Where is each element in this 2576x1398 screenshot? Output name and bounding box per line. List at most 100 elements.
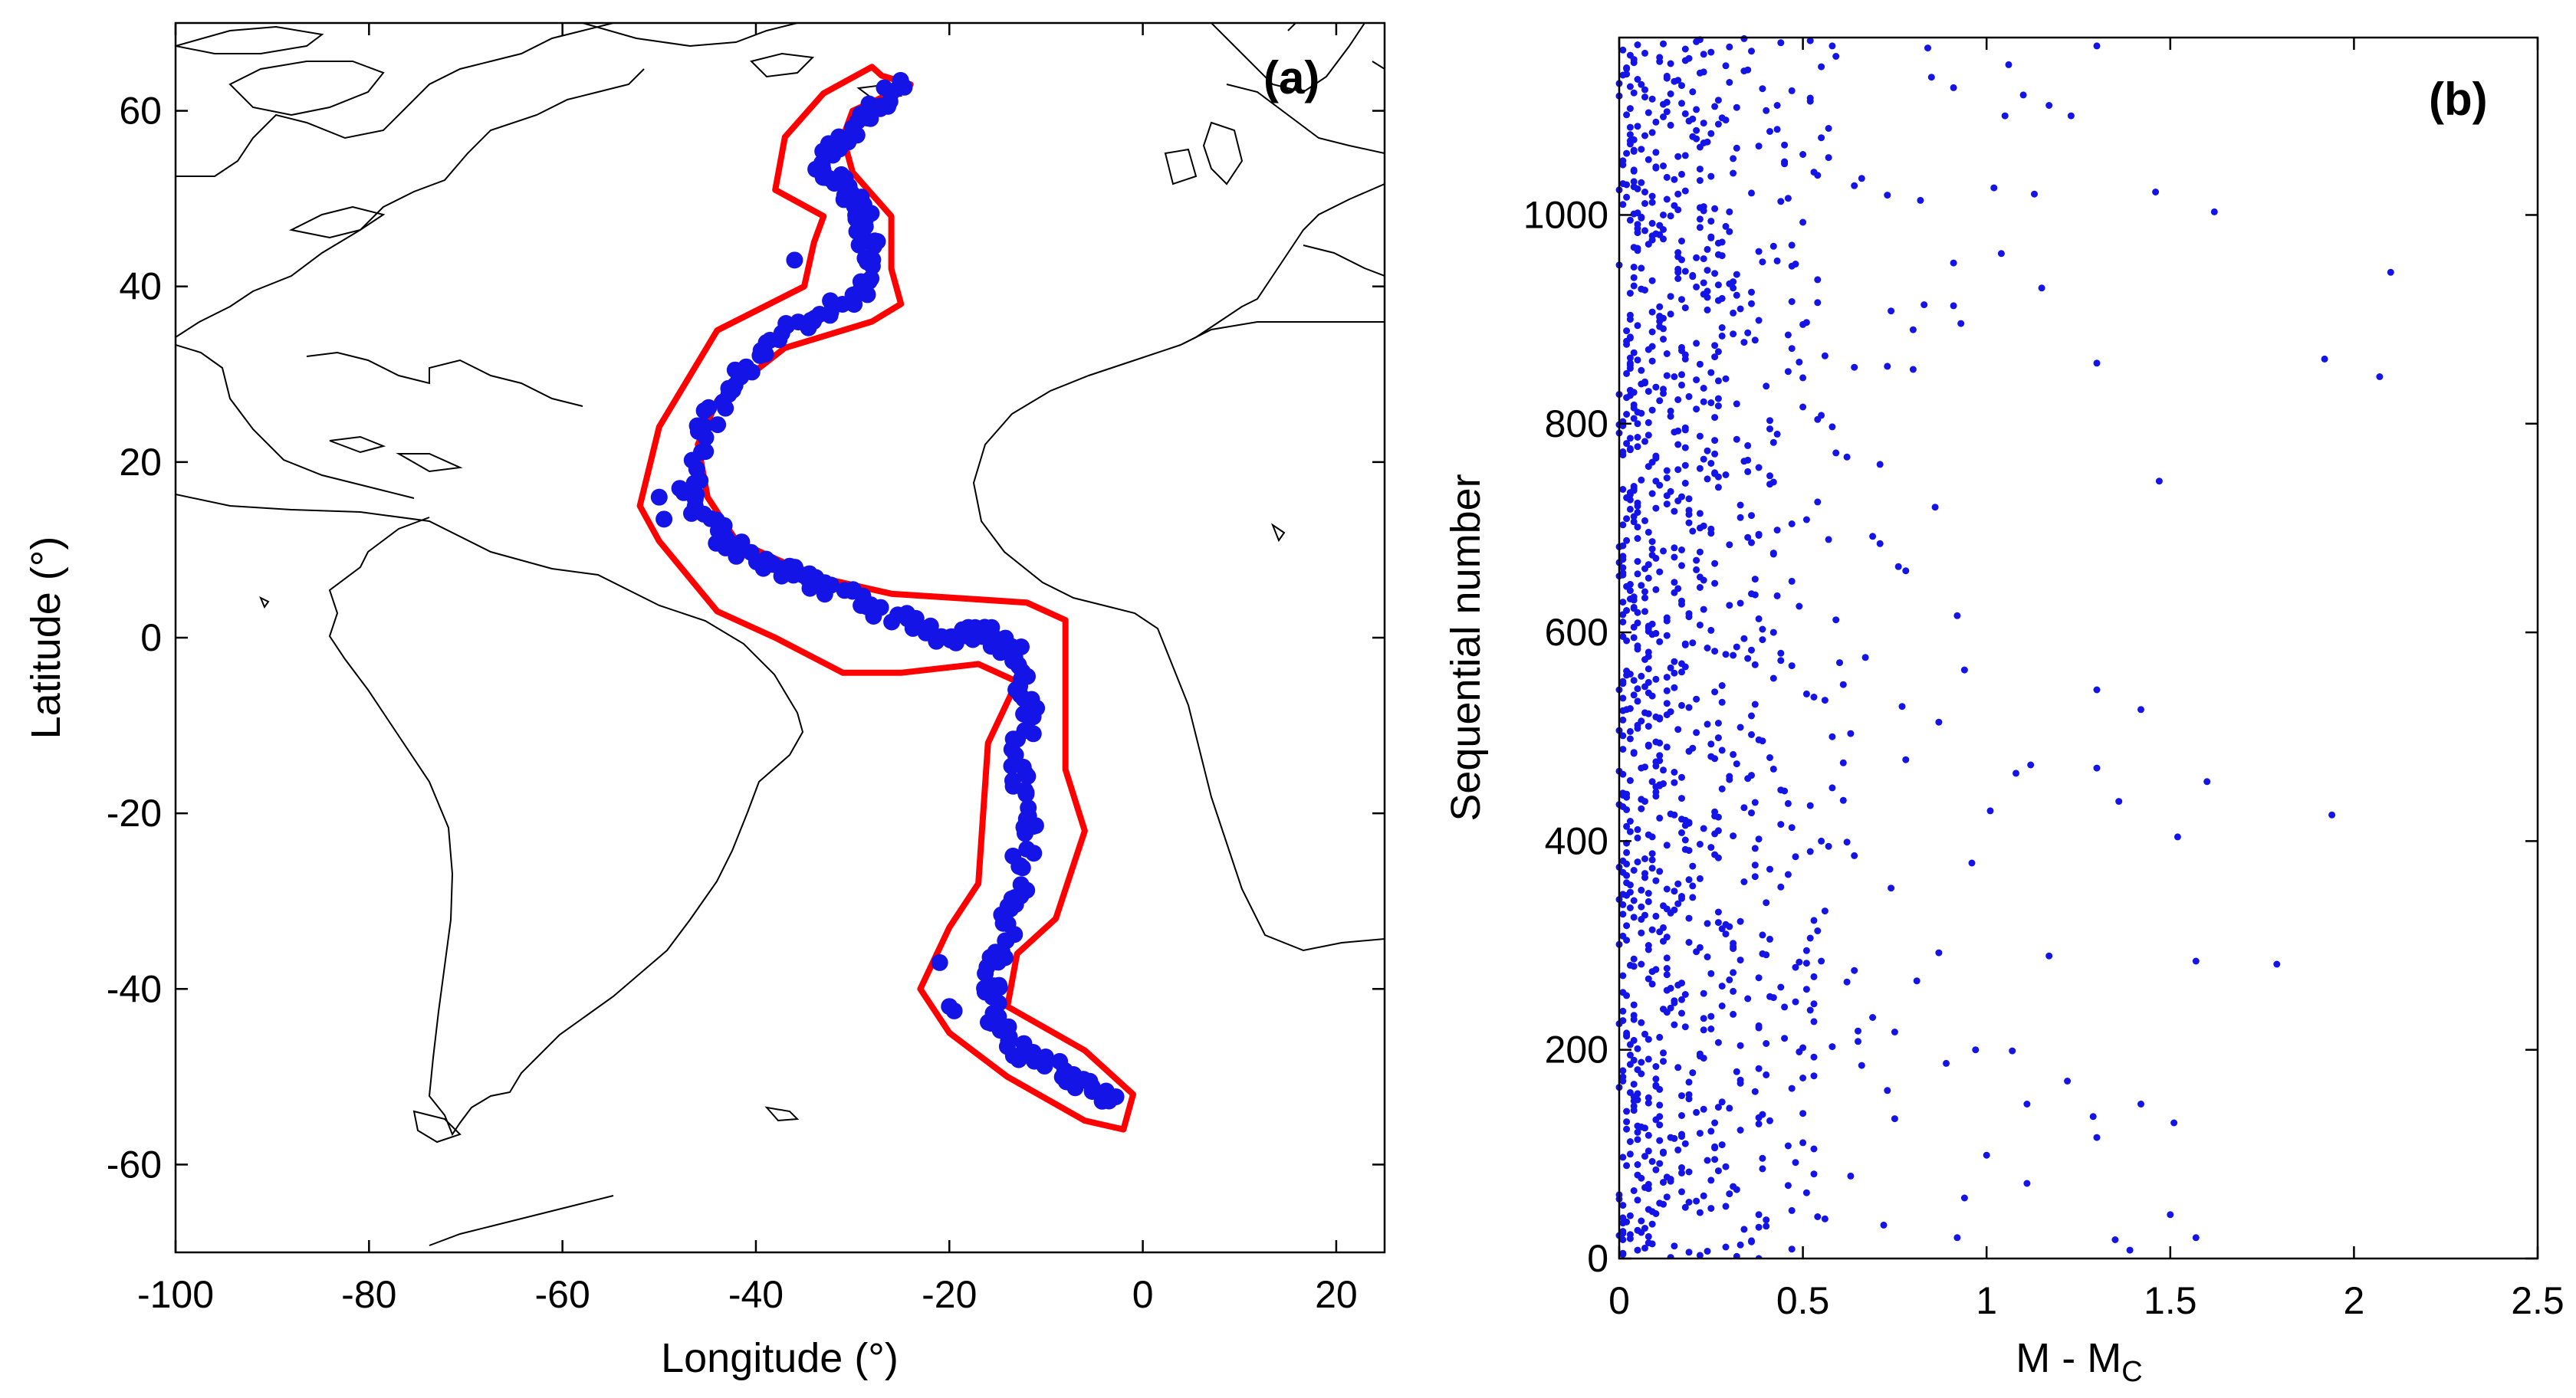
event-point: [1638, 146, 1645, 153]
event-point: [1730, 169, 1737, 177]
event-point: [1869, 1014, 1877, 1021]
event-point: [1700, 68, 1707, 76]
event-point: [1707, 525, 1715, 533]
event-point: [1898, 703, 1906, 710]
event-point: [1832, 53, 1840, 60]
event-point: [1648, 490, 1656, 497]
event-point: [1718, 698, 1726, 706]
event-point: [1644, 528, 1652, 536]
event-point: [1652, 149, 1660, 156]
event-point: [1755, 1223, 1763, 1231]
event-point: [1630, 401, 1638, 409]
event-point: [1711, 353, 1719, 361]
event-point: [1648, 1157, 1656, 1165]
event-point: [1641, 94, 1648, 101]
earthquake-point: [695, 505, 712, 523]
event-point: [1681, 304, 1689, 312]
event-point: [1663, 72, 1671, 80]
event-point: [1744, 468, 1752, 475]
event-point: [1700, 385, 1707, 392]
event-point: [1671, 769, 1678, 776]
event-point: [1810, 1018, 1818, 1026]
event-point: [1656, 568, 1664, 576]
event-point: [1763, 107, 1770, 114]
event-point: [1648, 545, 1656, 553]
event-point: [1634, 509, 1641, 516]
event-point: [1766, 417, 1773, 425]
event-point: [1763, 1222, 1770, 1230]
event-point: [1678, 381, 1685, 389]
event-point: [1839, 796, 1847, 804]
earthquake-point: [865, 608, 882, 625]
event-point: [2152, 189, 2160, 195]
scatter-panel: 0 0.5 1 1.5 2 2.5 0 200 400 600 800 1000 (b) M - MC…: [1443, 34, 2564, 1388]
event-point: [2273, 960, 2281, 968]
event-point: [1773, 430, 1781, 438]
event-point: [1894, 563, 1902, 570]
event-point: [1641, 132, 1648, 139]
event-point: [1792, 998, 1799, 1006]
event-point: [1674, 880, 1682, 888]
event-point: [1630, 897, 1638, 904]
event-point: [1656, 303, 1664, 310]
event-point: [1788, 1206, 1796, 1214]
event-point: [1766, 472, 1773, 480]
event-point: [1619, 789, 1627, 797]
event-point: [1769, 550, 1777, 557]
event-point: [1718, 1098, 1726, 1106]
event-point: [1696, 510, 1704, 517]
event-point: [1740, 878, 1748, 885]
event-point: [1619, 732, 1627, 740]
event-point: [1769, 765, 1777, 773]
event-point: [1652, 477, 1660, 485]
event-point: [1678, 1188, 1685, 1196]
event-point: [1638, 366, 1645, 374]
event-point: [1663, 885, 1671, 893]
event-point: [1711, 437, 1719, 445]
event-point: [2009, 1047, 2016, 1055]
event-point: [1744, 441, 1752, 449]
event-point: [1696, 1209, 1704, 1216]
event-point: [1788, 87, 1796, 94]
event-point: [1711, 851, 1719, 858]
event-point: [1678, 82, 1685, 90]
event-point: [1726, 1104, 1733, 1112]
earthquake-point: [692, 472, 709, 489]
event-point: [1660, 162, 1667, 169]
event-point: [1671, 579, 1678, 586]
event-point: [1623, 64, 1631, 71]
event-point: [1678, 893, 1685, 900]
event-point: [1777, 821, 1785, 829]
event-point: [1769, 478, 1777, 486]
event-point: [1751, 845, 1759, 852]
event-point: [1644, 1180, 1652, 1188]
event-point: [1678, 1112, 1685, 1119]
event-point: [1748, 731, 1755, 738]
event-point: [1634, 642, 1641, 650]
event-point: [1851, 363, 1858, 371]
event-point: [1626, 123, 1634, 131]
y-axis-label-a: Latitude (°): [23, 537, 69, 740]
event-point: [1630, 1036, 1638, 1044]
event-point: [1634, 535, 1641, 542]
event-point: [1626, 818, 1634, 825]
event-point: [1648, 357, 1656, 365]
event-point: [1726, 541, 1733, 549]
event-point: [1634, 499, 1641, 507]
y-tick-label-b: 800: [1545, 402, 1608, 445]
event-point: [1678, 1009, 1685, 1017]
event-point: [1623, 111, 1631, 119]
event-point: [2111, 1236, 2119, 1243]
earthquake-point: [813, 154, 830, 172]
event-point: [1648, 620, 1656, 628]
event-point: [2376, 373, 2384, 380]
event-point: [1730, 1010, 1737, 1018]
x-axis-label-b-subscript: C: [2121, 1356, 2142, 1388]
event-point: [1696, 584, 1704, 591]
event-point: [1644, 665, 1652, 673]
event-point: [1777, 198, 1785, 205]
event-point: [1671, 176, 1678, 183]
event-point: [1619, 1249, 1627, 1257]
event-point: [1759, 950, 1766, 957]
event-point: [1634, 685, 1641, 693]
